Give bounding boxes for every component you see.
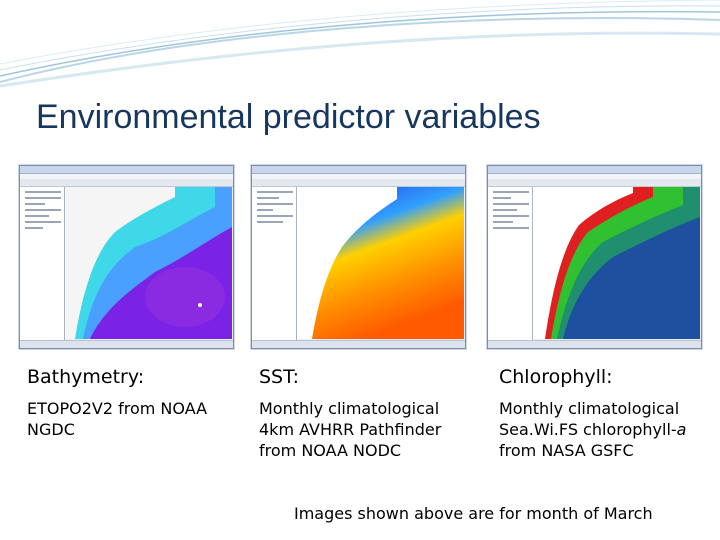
bathymetry-line-2: NGDC: [27, 420, 75, 439]
header-swoosh-decoration: [0, 0, 720, 88]
bathymetry-line-1: ETOPO2V2 from NOAA: [27, 399, 208, 418]
chlorophyll-map-screenshot: [487, 165, 702, 349]
footnote-text: Images shown above are for month of Marc…: [294, 504, 653, 523]
sst-map-screenshot: [251, 165, 466, 349]
chlorophyll-column: Chlorophyll: Monthly climatological Sea.…: [499, 366, 714, 461]
sst-line-2: 4km AVHRR Pathfinder: [259, 420, 442, 439]
window-titlebar: [252, 166, 465, 174]
window-toolbar: [488, 179, 701, 187]
sst-description: Monthly climatological 4km AVHRR Pathfin…: [259, 398, 474, 461]
chlorophyll-map-image: [533, 187, 700, 339]
bathymetry-heading: Bathymetry:: [27, 366, 145, 388]
bathymetry-map-screenshot: [19, 165, 234, 349]
sst-column: SST: Monthly climatological 4km AVHRR Pa…: [259, 366, 474, 461]
window-titlebar: [488, 166, 701, 174]
bathymetry-map-image: [65, 187, 232, 339]
chlorophyll-description: Monthly climatological Sea.Wi.FS chlorop…: [499, 398, 714, 461]
sst-line-3: from NOAA NODC: [259, 441, 402, 460]
chlorophyll-heading: Chlorophyll:: [499, 366, 613, 388]
bathymetry-column: Bathymetry: ETOPO2V2 from NOAA NGDC: [27, 366, 242, 440]
sst-heading: SST:: [259, 366, 300, 388]
window-titlebar: [20, 166, 233, 174]
chlorophyll-line-2-italic: a: [676, 420, 687, 439]
chlorophyll-line-2-prefix: Sea.Wi.FS chlorophyll-: [499, 420, 677, 439]
chlorophyll-line-3: from NASA GSFC: [499, 441, 634, 460]
window-statusbar: [20, 340, 233, 348]
window-statusbar: [252, 340, 465, 348]
window-toolbar: [20, 179, 233, 187]
window-menubar: [20, 174, 233, 179]
chlorophyll-line-1: Monthly climatological: [499, 399, 680, 418]
window-statusbar: [488, 340, 701, 348]
layer-list-panel: [252, 187, 297, 340]
layer-list-panel: [20, 187, 65, 340]
slide-title: Environmental predictor variables: [36, 98, 541, 136]
window-toolbar: [252, 179, 465, 187]
sst-line-1: Monthly climatological: [259, 399, 440, 418]
window-menubar: [488, 174, 701, 179]
layer-list-panel: [488, 187, 533, 340]
window-menubar: [252, 174, 465, 179]
sst-map-image: [297, 187, 464, 339]
bathymetry-description: ETOPO2V2 from NOAA NGDC: [27, 398, 242, 440]
